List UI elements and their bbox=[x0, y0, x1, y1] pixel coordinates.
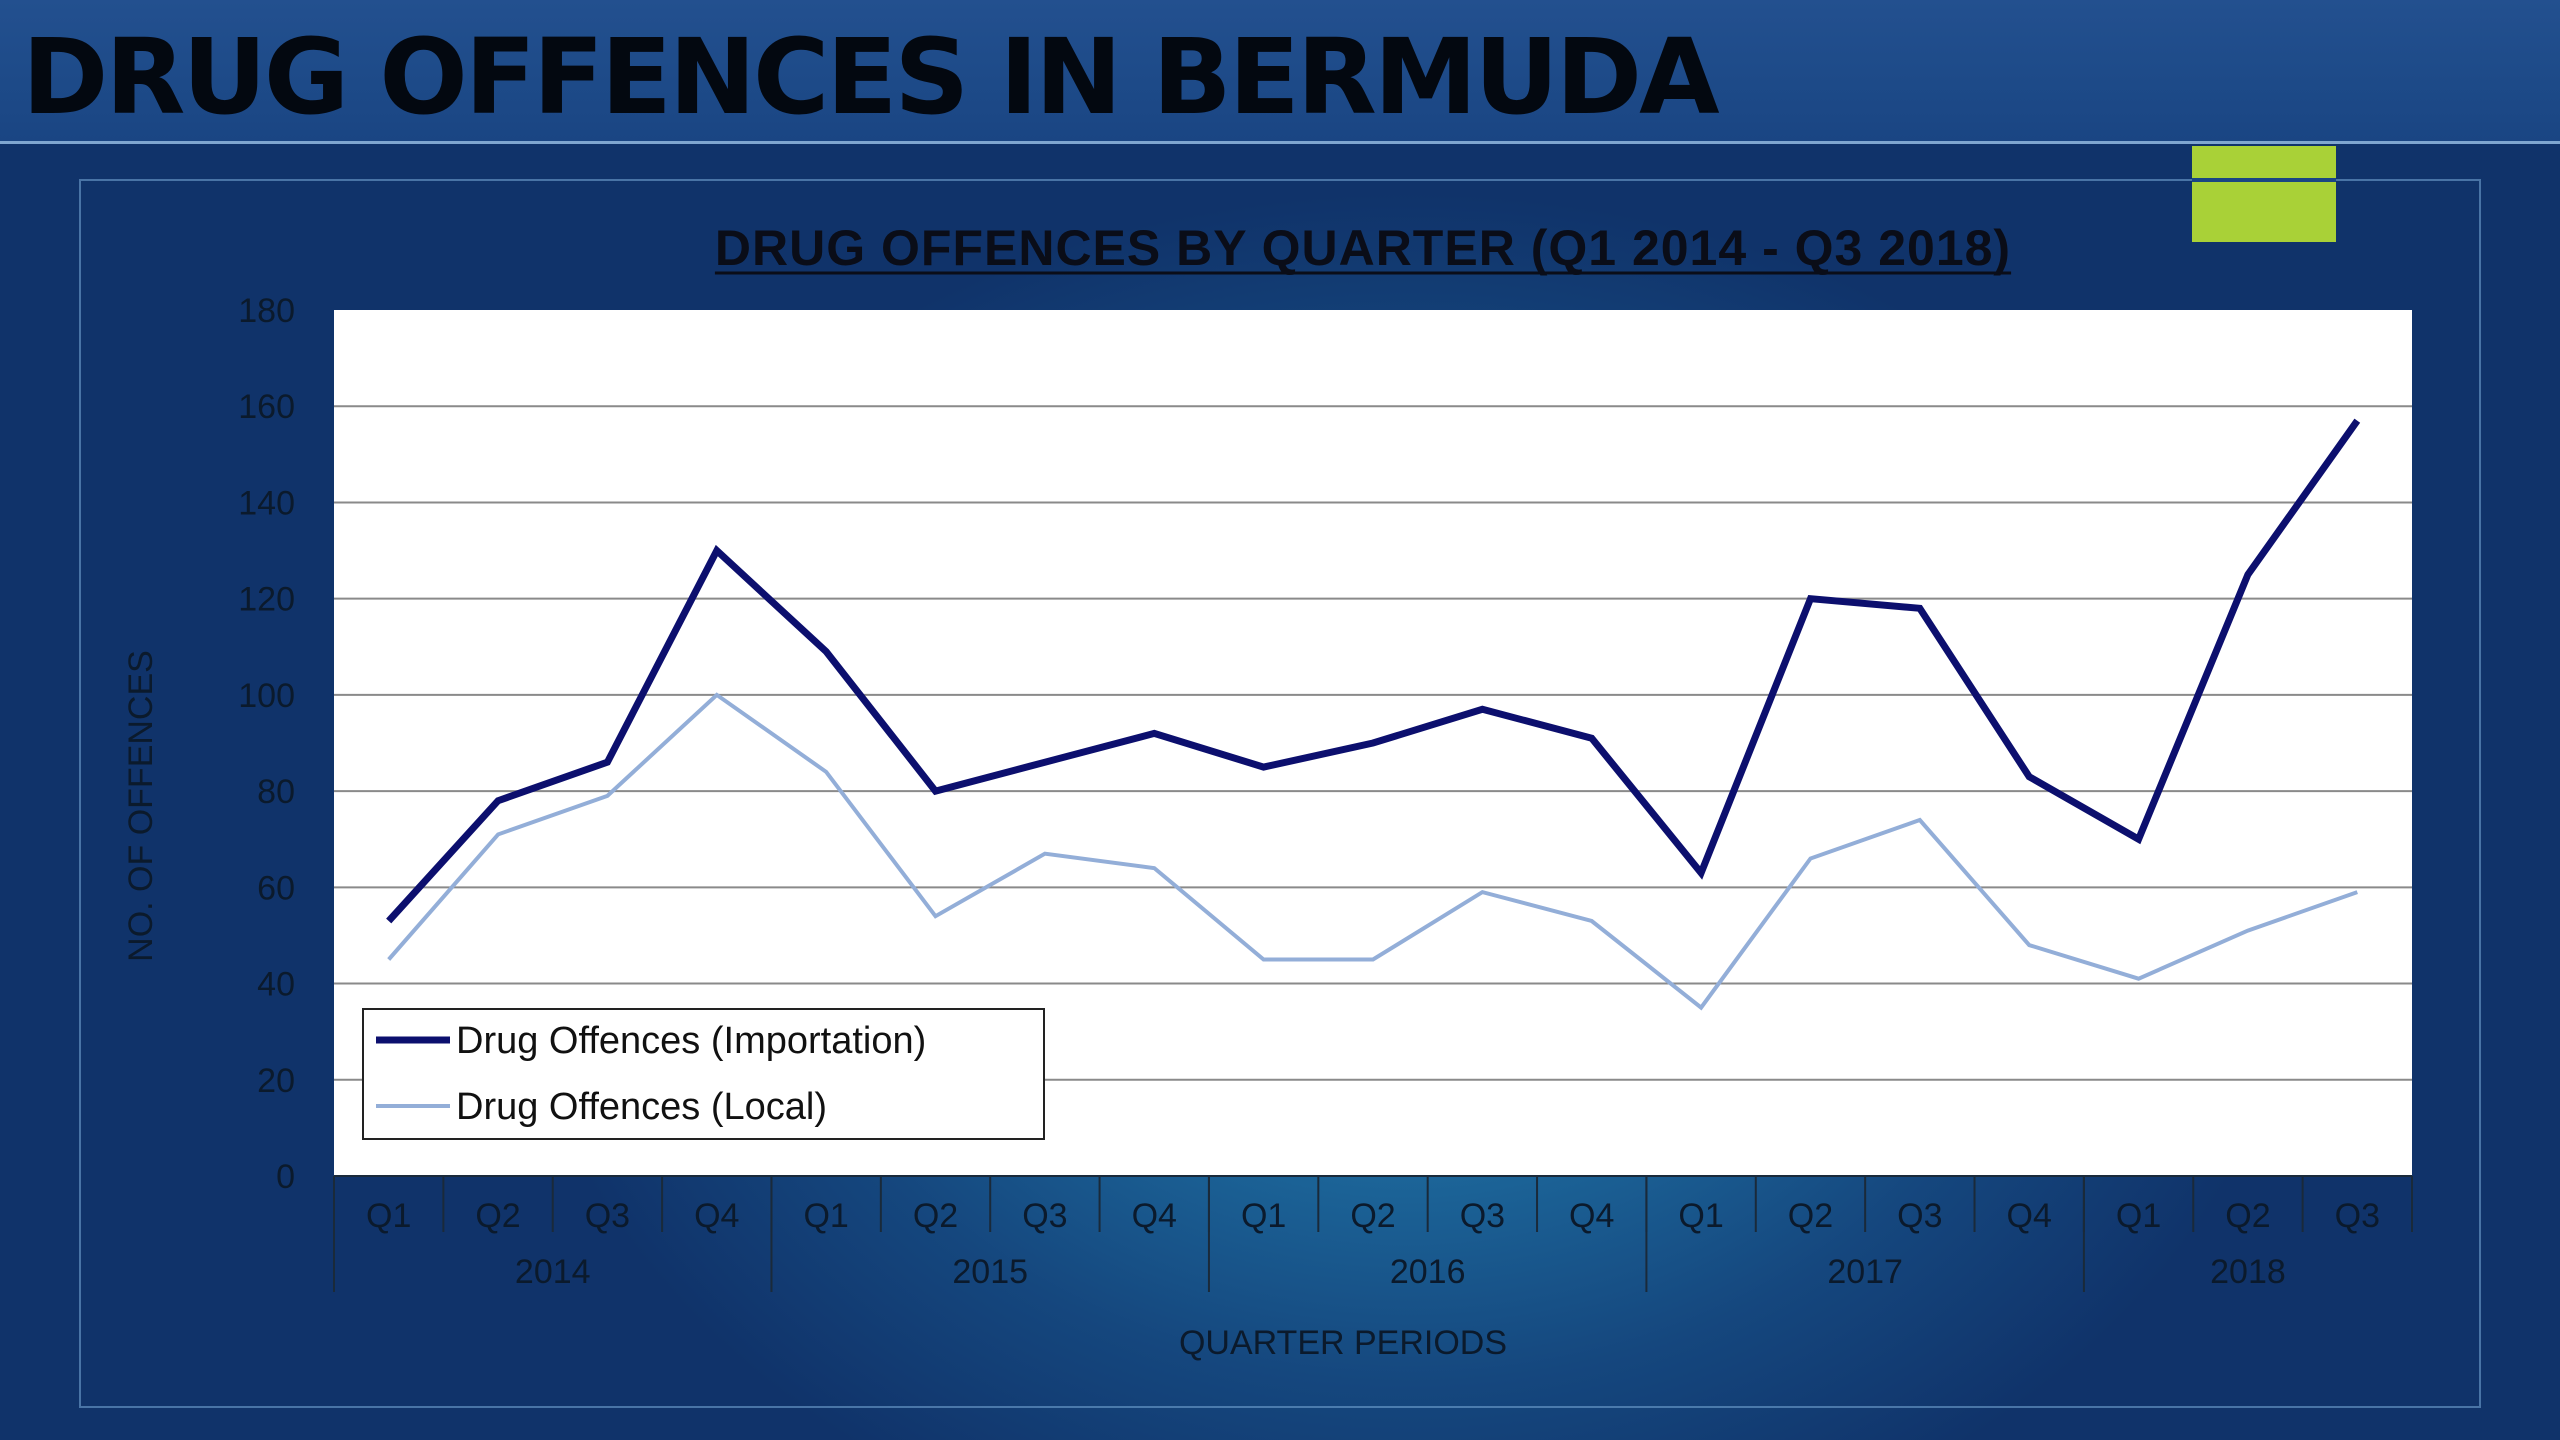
series-lines bbox=[386, 418, 2361, 1011]
gridlines bbox=[334, 405, 2412, 1081]
y-axis-ticks: 0 20 40 60 80 100 120 140 160 180 bbox=[238, 292, 295, 1196]
x-tick-label: Q3 bbox=[2335, 1197, 2380, 1235]
x-tick-label: Q1 bbox=[1241, 1197, 1286, 1235]
year-label: 2014 bbox=[515, 1253, 591, 1291]
x-tick-label: Q4 bbox=[1132, 1197, 1177, 1235]
x-tick-label: Q4 bbox=[1569, 1197, 1614, 1235]
y-tick-label: 0 bbox=[276, 1158, 295, 1196]
y-tick-label: 160 bbox=[238, 388, 295, 426]
x-axis-label: QUARTER PERIODS bbox=[1179, 1324, 1507, 1362]
slide-title: DRUG OFFENCES IN BERMUDA bbox=[22, 16, 1720, 138]
y-tick-label: 120 bbox=[238, 581, 295, 619]
legend-label-local: Drug Offences (Local) bbox=[456, 1086, 827, 1128]
x-tick-label: Q1 bbox=[2116, 1197, 2161, 1235]
series-line-importation bbox=[386, 418, 2361, 924]
year-label: 2016 bbox=[1390, 1253, 1466, 1291]
x-tick-label: Q1 bbox=[1678, 1197, 1723, 1235]
legend: Drug Offences (Importation) Drug Offence… bbox=[362, 1008, 1045, 1140]
y-tick-label: 80 bbox=[257, 773, 295, 811]
y-tick-label: 100 bbox=[238, 677, 295, 715]
x-tick-label: Q2 bbox=[1788, 1197, 1833, 1235]
legend-label-importation: Drug Offences (Importation) bbox=[456, 1020, 926, 1062]
x-tick-label: Q2 bbox=[913, 1197, 958, 1235]
accent-block bbox=[2192, 146, 2336, 242]
chart-title: DRUG OFFENCES BY QUARTER (Q1 2014 - Q3 2… bbox=[715, 220, 2011, 276]
x-tick-label: Q3 bbox=[1897, 1197, 1942, 1235]
y-tick-label: 60 bbox=[257, 869, 295, 907]
x-tick-label: Q3 bbox=[1460, 1197, 1505, 1235]
y-tick-label: 180 bbox=[238, 292, 295, 330]
accent-divider bbox=[2192, 178, 2336, 182]
y-tick-label: 40 bbox=[257, 966, 295, 1004]
year-label: 2018 bbox=[2210, 1253, 2286, 1291]
chart-panel bbox=[79, 179, 2481, 1408]
x-tick-label: Q1 bbox=[803, 1197, 848, 1235]
x-tick-label: Q2 bbox=[475, 1197, 520, 1235]
x-tick-label: Q3 bbox=[1022, 1197, 1067, 1235]
y-tick-label: 140 bbox=[238, 484, 295, 522]
y-tick-label: 20 bbox=[257, 1062, 295, 1100]
x-tick-label: Q3 bbox=[585, 1197, 630, 1235]
legend-box bbox=[362, 1008, 1045, 1140]
x-tick-label: Q4 bbox=[2007, 1197, 2052, 1235]
x-tick-label: Q1 bbox=[366, 1197, 411, 1235]
series-line-local bbox=[387, 692, 2358, 1011]
x-tick-label: Q2 bbox=[1350, 1197, 1395, 1235]
year-label: 2015 bbox=[952, 1253, 1028, 1291]
year-label: 2017 bbox=[1827, 1253, 1903, 1291]
x-tick-label: Q4 bbox=[694, 1197, 739, 1235]
title-banner: DRUG OFFENCES IN BERMUDA bbox=[0, 0, 2560, 144]
x-axis: Q1 Q2 Q3 Q4 Q1 Q2 Q3 Q4 Q1 Q2 Q3 Q4 Q1 Q2 Q3 Q4 Q1 Q2 Q3 20… bbox=[333, 1175, 2413, 1292]
y-axis-label: NO. OF OFFENCES bbox=[122, 650, 160, 962]
x-tick-label: Q2 bbox=[2225, 1197, 2270, 1235]
